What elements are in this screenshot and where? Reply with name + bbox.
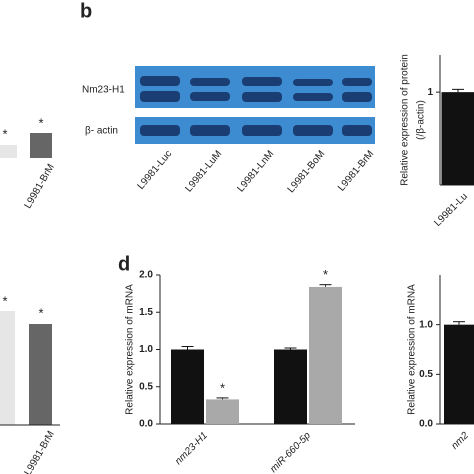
asterisk: * <box>38 305 43 320</box>
y-tick-label: 0.5 <box>419 369 433 380</box>
asterisk: * <box>2 293 7 308</box>
bar-fragment <box>29 324 52 425</box>
band <box>140 125 180 136</box>
bar <box>309 286 342 424</box>
x-tick-label: L9981-BrM <box>23 429 57 474</box>
panel-letter: d <box>118 253 130 275</box>
y-tick-label: 0.0 <box>419 419 433 430</box>
bar <box>274 349 307 424</box>
x-tick-label: miR-660-5p <box>268 430 313 474</box>
asterisk: * <box>220 380 225 395</box>
y-tick-label: 1.0 <box>419 319 433 330</box>
band <box>140 76 180 86</box>
row-label: Nm23-H1 <box>82 85 125 96</box>
y-axis-label: (/β-actin) <box>416 100 427 140</box>
left-partial-bottom: * * L9981-BrM <box>0 293 60 474</box>
bar <box>206 399 239 424</box>
band <box>342 92 372 102</box>
y-tick-label: 2.0 <box>139 270 153 281</box>
bar-fragment <box>0 145 17 158</box>
asterisk: * <box>38 115 43 130</box>
y-axis-label: Relative expression of protein <box>400 54 411 186</box>
asterisk: * <box>2 126 7 141</box>
lane-label: L9981-BrM <box>336 149 376 194</box>
lane-label: L9981-Luc <box>136 149 175 192</box>
band <box>342 125 372 136</box>
bar <box>171 349 204 424</box>
lane-label: L9981-BoM <box>286 149 328 196</box>
band <box>190 92 230 101</box>
bar-fragment <box>30 133 52 158</box>
band <box>140 91 180 102</box>
x-tick-label: L9981-BrM <box>23 162 57 210</box>
band <box>293 125 333 136</box>
left-partial-top: * * L9981-BrM <box>0 115 57 211</box>
band <box>242 92 282 102</box>
x-tick-label: L9981-Lu <box>432 191 470 229</box>
band <box>293 79 333 86</box>
y-tick-label: 1.5 <box>139 307 153 318</box>
asterisk: * <box>323 267 328 282</box>
band <box>190 78 230 86</box>
bar-fragment <box>0 311 15 425</box>
x-tick-label: nm23-H1 <box>173 430 210 467</box>
western-blot: Nm23-H1 β- actin <box>82 66 375 144</box>
y-tick-label: 0.5 <box>139 381 153 392</box>
y-axis-label: Relative expression of mRNA <box>407 284 418 415</box>
y-tick-label: 0.0 <box>139 419 153 430</box>
panel-letter: b <box>80 0 92 22</box>
band <box>190 125 230 136</box>
bar <box>444 324 474 424</box>
lane-label: L9981-LnM <box>235 149 276 195</box>
band <box>293 93 333 101</box>
band <box>342 78 372 86</box>
lane-label: L9981-LuM <box>183 149 224 195</box>
band <box>242 125 282 136</box>
bar <box>441 92 474 185</box>
band <box>242 77 282 86</box>
y-tick-label: 1.0 <box>139 344 153 355</box>
y-axis-label: Relative expression of mRNA <box>125 284 136 415</box>
x-tick-label: nm2 <box>449 430 471 452</box>
row-label: β- actin <box>85 126 118 137</box>
y-tick-label: 1 <box>427 87 433 98</box>
